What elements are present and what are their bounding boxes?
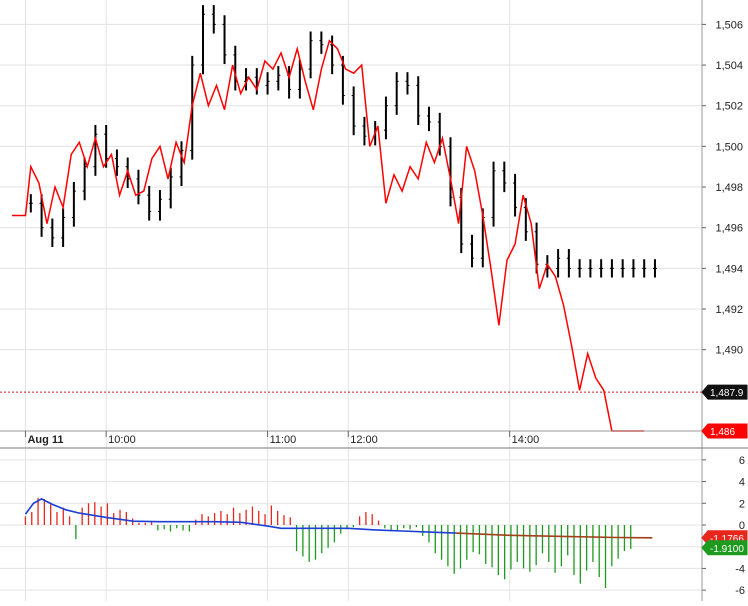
ohlc-bar (265, 72, 270, 95)
ohlc-bar (179, 141, 184, 187)
ohlc-bar (308, 31, 313, 79)
ohlc-bar (383, 96, 388, 140)
ohlc-bar (416, 76, 421, 126)
oscillator-y-tick-label: 0 (739, 520, 745, 532)
ohlc-bar (620, 259, 625, 278)
ohlc-bar (211, 5, 216, 34)
value-tag: 1,486 (701, 423, 748, 439)
oscillator-y-tick-label: 4 (739, 477, 745, 489)
value-tag-label: -1.1766 (710, 534, 744, 545)
value-tag-shape (701, 384, 748, 400)
ohlc-bar (513, 173, 518, 217)
ohlc-bar (556, 249, 561, 278)
ohlc-bar (609, 259, 614, 278)
oscillator-y-tick-label: -4 (735, 563, 745, 575)
ohlc-bar (599, 259, 604, 278)
ohlc-bar (566, 249, 571, 278)
ohlc-bar (201, 5, 206, 75)
ohlc-bar (222, 15, 227, 65)
ohlc-bar (577, 259, 582, 278)
ohlc-bar (276, 66, 281, 91)
value-tag: 1,487.9 (701, 384, 748, 400)
ohlc-bar (426, 106, 431, 132)
time-tick-label: 12:00 (350, 434, 378, 446)
time-tick-label: 11:00 (270, 434, 297, 446)
price-y-tick-label: 1,498 (715, 182, 743, 194)
ohlc-bar (491, 161, 496, 227)
ohlc-bar (502, 161, 507, 193)
ohlc-bar (631, 259, 636, 278)
ohlc-bar (114, 149, 119, 176)
price-comparison-line (12, 39, 645, 432)
time-tick-label: 14:00 (512, 434, 540, 446)
ohlc-bar (652, 259, 657, 278)
ohlc-bar (50, 218, 55, 248)
price-y-tick-label: 1,506 (715, 19, 743, 31)
signal-line-brown (455, 532, 653, 539)
ohlc-bar (82, 157, 87, 201)
value-tag-label: -1.9100 (710, 544, 744, 555)
ohlc-bar (147, 186, 152, 221)
ohlc-bar (157, 190, 162, 221)
ohlc-bar (362, 116, 367, 146)
oscillator-signal-line (24, 497, 653, 539)
value-tag-label: 1,486 (710, 427, 735, 438)
ohlc-bar (405, 72, 410, 95)
ohlc-bar (168, 167, 173, 209)
value-tag-shape (701, 423, 748, 439)
price-y-tick-label: 1,490 (715, 345, 743, 357)
ohlc-bar (588, 259, 593, 278)
value-tag-label: 1,487.9 (710, 388, 744, 399)
oscillator-y-tick-label: -6 (735, 585, 745, 597)
price-y-axis-ticks: 1,490 1,492 1,494 1,496 1,498 1,500 1,502 1,504… (702, 19, 743, 357)
ohlc-bar (136, 169, 141, 205)
red-price-series-line (12, 39, 645, 432)
ohlc-bar (330, 35, 335, 75)
price-y-tick-label: 1,492 (715, 304, 743, 316)
oscillator-grid (0, 449, 702, 601)
ohlc-bar (104, 125, 109, 168)
price-y-tick-label: 1,502 (715, 101, 743, 113)
time-axis-ticks: Aug 11 10:00 11:00 12:00 14:00 (24, 431, 540, 446)
ohlc-bar (319, 31, 324, 54)
oscillator-y-tick-label: 6 (739, 455, 745, 467)
ohlc-bar (448, 137, 453, 207)
price-y-tick-label: 1,500 (715, 141, 743, 153)
signal-line-blue (24, 497, 456, 534)
ohlc-bar (39, 194, 44, 237)
oscillator-y-tick-label: 2 (739, 498, 745, 510)
ohlc-bar (28, 194, 33, 213)
ohlc-bar (351, 86, 356, 136)
ohlc-bar (71, 181, 76, 227)
ohlc-bar (93, 125, 98, 176)
ohlc-bar (470, 234, 475, 268)
value-tag: -1.9100 (701, 540, 748, 556)
value-tag-shape (701, 540, 748, 556)
ohlc-bar (61, 208, 66, 248)
ohlc-bar (394, 72, 399, 115)
time-tick-label: Aug 11 (27, 434, 63, 446)
ohlc-bar (642, 259, 647, 278)
ohlc-bar (244, 68, 249, 91)
time-tick-label: 10:00 (108, 434, 136, 446)
price-y-tick-label: 1,504 (715, 60, 743, 72)
value-tags: 1,487.9 1,486 -1.1766-1.9100 (701, 384, 748, 556)
price-y-tick-label: 1,496 (715, 223, 743, 235)
price-y-tick-label: 1,494 (715, 263, 743, 275)
